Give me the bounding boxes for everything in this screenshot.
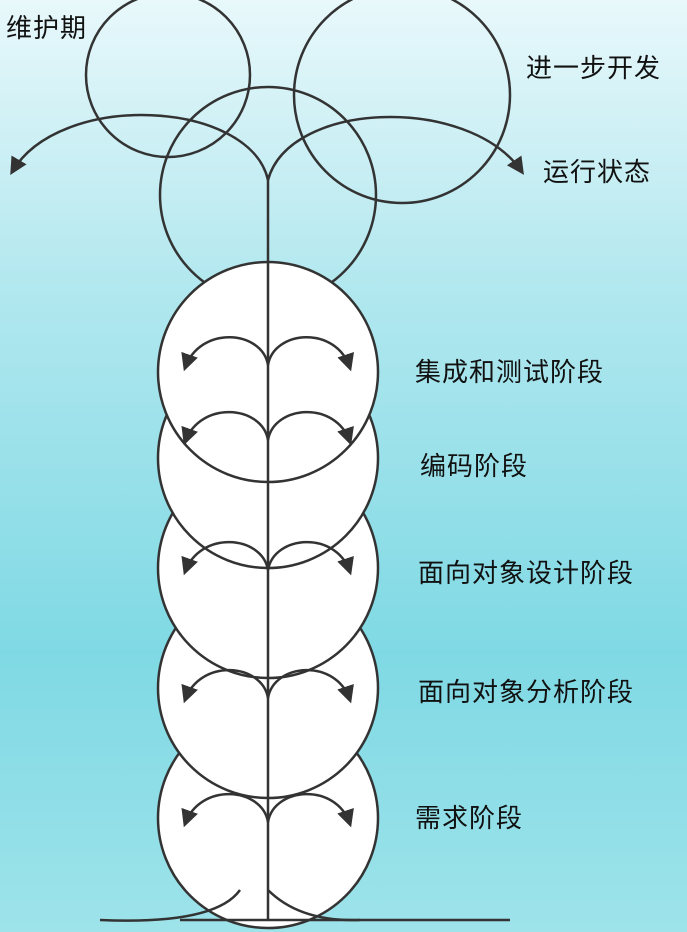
label-requirements: 需求阶段 (415, 804, 524, 834)
label-oo-design: 面向对象设计阶段 (418, 559, 635, 589)
arc-left-arrow (10, 113, 270, 181)
label-operation: 运行状态 (543, 158, 652, 188)
label-integration-test: 集成和测试阶段 (415, 358, 605, 388)
top-arcs (10, 113, 524, 181)
upper-cycle-group (84, 0, 512, 305)
base-lines (99, 889, 510, 922)
further-dev-circle (292, 0, 512, 205)
label-coding: 编码阶段 (420, 452, 529, 482)
phase-arcs (181, 336, 354, 828)
label-further-dev: 进一步开发 (526, 54, 662, 84)
arc-right-arrow (266, 115, 524, 181)
label-maintenance: 维护期 (6, 14, 88, 44)
label-oo-analysis: 面向对象分析阶段 (418, 678, 635, 708)
